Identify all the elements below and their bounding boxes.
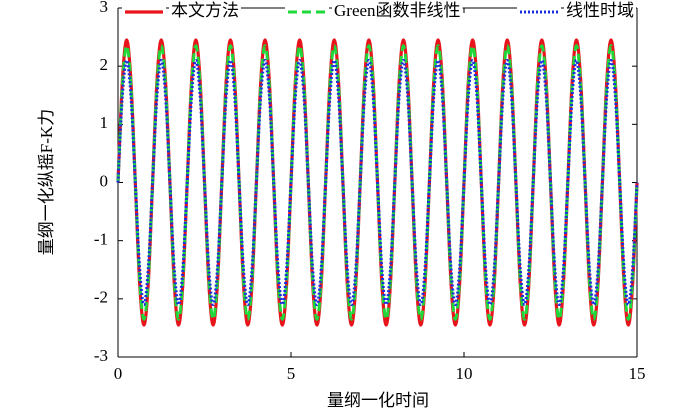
series-line xyxy=(116,58,639,307)
x-tick-label: 5 xyxy=(287,364,296,383)
legend-label: 线性时域 xyxy=(566,1,634,20)
legend-bg xyxy=(517,1,561,21)
y-tick-label: -3 xyxy=(94,346,108,365)
x-tick-label: 10 xyxy=(456,364,473,383)
y-tick-label: -2 xyxy=(94,288,108,307)
legend-text-bg xyxy=(332,1,463,21)
legend-label: 本文方法 xyxy=(171,1,239,20)
legend-text-bg xyxy=(564,1,636,21)
legend-label: Green函数非线性 xyxy=(334,1,461,20)
y-axis-label: 量纲一化纵摇F-K力 xyxy=(37,109,56,255)
legend-text-bg xyxy=(169,1,241,21)
x-tick-label: 0 xyxy=(114,364,123,383)
y-tick-label: 1 xyxy=(100,113,109,132)
y-tick-label: 2 xyxy=(100,55,109,74)
y-tick-label: -1 xyxy=(94,230,108,249)
y-tick-label: 3 xyxy=(100,0,109,16)
x-axis-label: 量纲一化时间 xyxy=(327,391,429,410)
x-tick-label: 15 xyxy=(629,364,646,383)
y-tick-label: 0 xyxy=(100,171,109,190)
